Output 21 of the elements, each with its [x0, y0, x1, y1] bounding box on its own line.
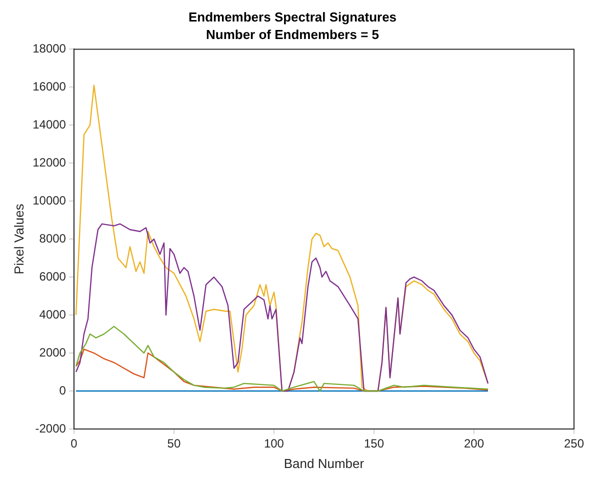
y-tick-label: 8000 — [39, 231, 66, 246]
chart-title: Endmembers Spectral Signatures — [188, 9, 397, 24]
y-tick-label: 0 — [59, 383, 66, 398]
y-tick-label: 12000 — [32, 155, 66, 170]
y-tick-label: -2000 — [35, 421, 66, 436]
chart-subtitle: Number of Endmembers = 5 — [206, 26, 380, 42]
x-tick-label: 0 — [70, 436, 78, 451]
y-tick-label: 4000 — [39, 307, 66, 322]
y-tick-label: 16000 — [32, 79, 66, 94]
x-tick-label: 200 — [464, 436, 484, 451]
x-tick-label: 100 — [264, 436, 284, 451]
y-tick-label: 6000 — [39, 269, 66, 284]
y-axis-title: Pixel Values — [11, 203, 26, 274]
y-tick-label: 2000 — [39, 345, 66, 360]
x-tick-label: 50 — [167, 436, 181, 451]
x-axis-title: Band Number — [284, 456, 365, 471]
x-tick-label: 250 — [564, 436, 584, 451]
y-tick-label: 18000 — [32, 42, 66, 56]
x-tick-label: 150 — [364, 436, 384, 451]
y-tick-label: 10000 — [32, 193, 66, 208]
y-tick-label: 14000 — [32, 117, 66, 132]
